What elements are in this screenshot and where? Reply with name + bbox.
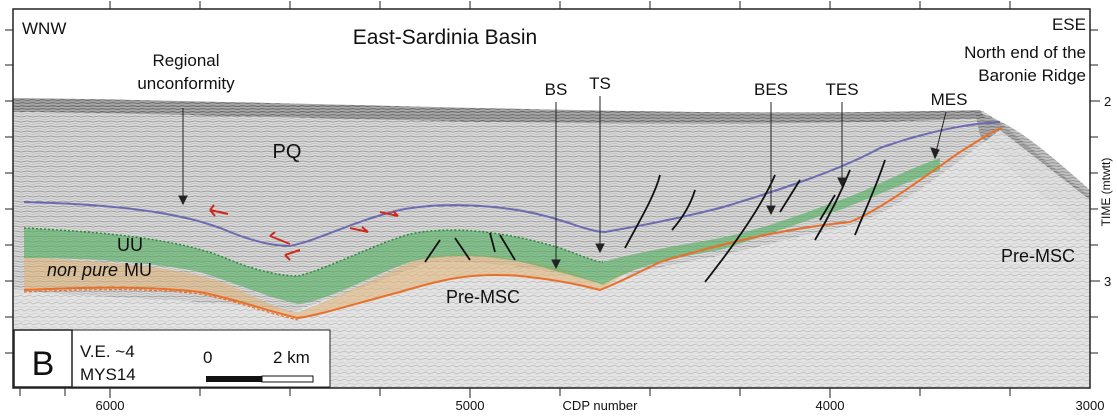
mu-italic-label: non pure bbox=[47, 260, 118, 280]
ts-label: TS bbox=[589, 74, 611, 93]
label-pointers bbox=[178, 96, 947, 270]
upper-unit-layer bbox=[24, 158, 940, 304]
pq-unit-label: PQ bbox=[273, 141, 302, 163]
right-ticks bbox=[1090, 29, 1100, 354]
left-ticks bbox=[5, 29, 13, 354]
bottom-ticks bbox=[19, 388, 1011, 398]
scale-zero-label: 0 bbox=[203, 348, 212, 367]
mu-unit-label: MU bbox=[124, 260, 152, 280]
mobile-unit-layer bbox=[24, 254, 640, 318]
x-tick-6000: 6000 bbox=[96, 398, 125, 413]
seismic-section bbox=[13, 9, 1090, 388]
bes-label: BES bbox=[754, 80, 788, 99]
right-direction-label: ESE bbox=[1052, 15, 1086, 34]
panel-letter: B bbox=[32, 345, 55, 383]
regional-unconformity-line bbox=[23, 121, 1001, 248]
pre-msc-center-label: Pre-MSC bbox=[446, 287, 520, 307]
x-axis-title: CDP number bbox=[563, 398, 639, 413]
base-surface-line bbox=[23, 127, 1003, 320]
info-box: B V.E. ~4 MYS14 0 2 km bbox=[13, 329, 331, 388]
left-direction-label: WNW bbox=[22, 19, 66, 38]
basin-title: East-Sardinia Basin bbox=[353, 26, 537, 49]
regional-unconformity-label-line2: unconformity bbox=[137, 74, 235, 93]
vertical-exaggeration-label: V.E. ~4 bbox=[80, 342, 135, 361]
profile-name-label: MYS14 bbox=[80, 365, 136, 384]
ridge-label-line2: Baronie Ridge bbox=[978, 66, 1086, 85]
ridge-label-line1: North end of the bbox=[964, 43, 1086, 62]
x-tick-5000: 5000 bbox=[456, 398, 485, 413]
uu-unit-label: UU bbox=[117, 235, 143, 255]
y-axis-title: TIME (mtwtt) bbox=[1099, 158, 1113, 227]
plot-frame bbox=[12, 8, 1091, 389]
scale-length-label: 2 km bbox=[273, 348, 310, 367]
pre-msc-right-label: Pre-MSC bbox=[1001, 246, 1075, 266]
movement-arrows bbox=[209, 204, 399, 261]
top-ticks bbox=[109, 1, 1011, 9]
mes-label: MES bbox=[931, 90, 968, 109]
y-tick-3: 3 bbox=[1104, 274, 1111, 289]
tes-label: TES bbox=[825, 80, 858, 99]
x-tick-4000: 4000 bbox=[816, 398, 845, 413]
bs-label: BS bbox=[545, 80, 568, 99]
scale-bar bbox=[206, 375, 314, 383]
regional-unconformity-label-line1: Regional bbox=[152, 51, 219, 70]
y-tick-2: 2 bbox=[1104, 94, 1111, 109]
x-tick-3000: 3000 bbox=[1076, 398, 1105, 413]
faults bbox=[424, 159, 886, 283]
